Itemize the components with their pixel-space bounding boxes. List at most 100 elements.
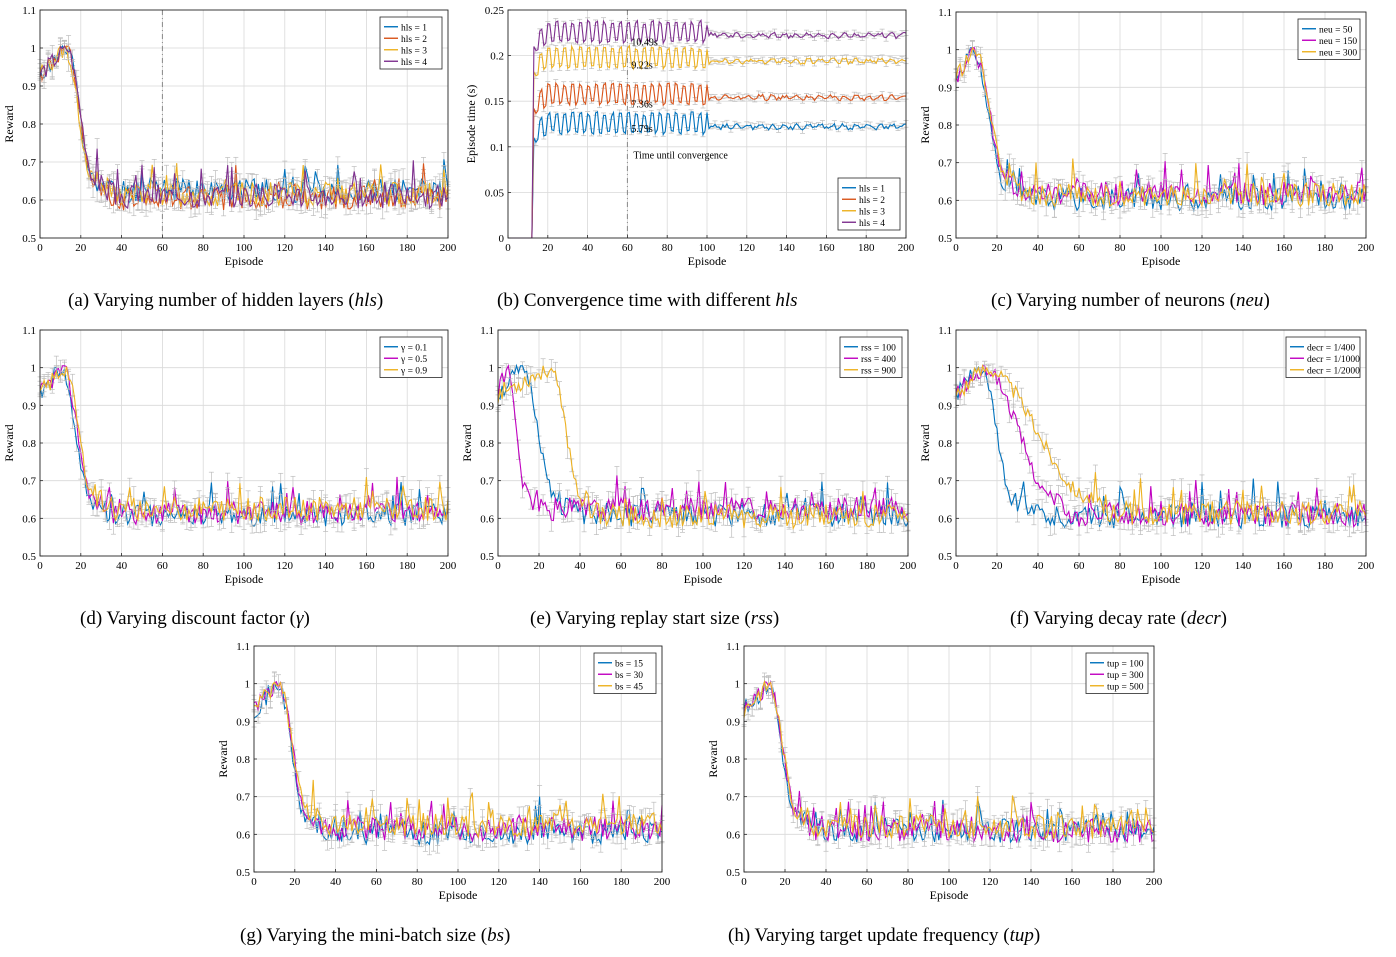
y-tick-label: 0.9 xyxy=(938,82,952,94)
x-tick-label: 140 xyxy=(778,242,795,254)
x-tick-label: 100 xyxy=(236,560,253,572)
y-tick-label: 1.1 xyxy=(22,5,36,17)
legend-label: hls = 1 xyxy=(859,184,885,194)
y-axis-label: Episode time (s) xyxy=(464,85,478,164)
y-tick-label: 0.7 xyxy=(22,476,36,488)
annotation: 7.36s xyxy=(631,100,653,111)
x-tick-label: 0 xyxy=(37,242,43,254)
y-tick-label: 0.9 xyxy=(22,81,36,93)
x-tick-label: 200 xyxy=(898,242,915,254)
x-tick-label: 160 xyxy=(818,242,835,254)
y-tick-label: 1 xyxy=(31,363,37,375)
x-tick-label: 200 xyxy=(1358,242,1375,254)
x-tick-label: 60 xyxy=(1074,242,1086,254)
y-tick-label: 0.15 xyxy=(485,96,505,108)
legend-label: hls = 4 xyxy=(859,219,885,229)
y-tick-label: 0.8 xyxy=(22,119,36,131)
legend-label: neu = 50 xyxy=(1319,25,1353,35)
annotation: 5.79s xyxy=(631,124,653,135)
y-axis-label: Reward xyxy=(2,105,16,142)
x-tick-label: 60 xyxy=(157,560,169,572)
x-axis-label: Episode xyxy=(225,572,264,586)
x-tick-label: 200 xyxy=(440,242,457,254)
legend-label: γ = 0.1 xyxy=(400,343,427,353)
legend-label: hls = 3 xyxy=(859,207,885,217)
error-bars-1 xyxy=(533,109,908,145)
x-tick-label: 60 xyxy=(157,242,169,254)
x-tick-label: 80 xyxy=(662,242,674,254)
x-tick-label: 180 xyxy=(399,560,416,572)
x-tick-label: 100 xyxy=(1153,242,1170,254)
annotation: Time until convergence xyxy=(633,151,728,162)
x-tick-label: 60 xyxy=(622,242,634,254)
x-tick-label: 80 xyxy=(198,560,210,572)
y-tick-label: 0 xyxy=(499,233,505,245)
x-tick-label: 180 xyxy=(858,242,875,254)
y-tick-label: 1 xyxy=(947,45,953,57)
x-tick-label: 200 xyxy=(440,560,457,572)
x-axis-label: Episode xyxy=(225,254,264,268)
x-tick-label: 100 xyxy=(236,242,253,254)
x-tick-label: 80 xyxy=(1115,242,1127,254)
y-tick-label: 1.1 xyxy=(938,7,952,19)
legend-label: γ = 0.9 xyxy=(400,366,427,376)
y-tick-label: 0.1 xyxy=(490,142,504,154)
y-tick-label: 0.5 xyxy=(22,233,36,245)
x-tick-label: 20 xyxy=(75,560,87,572)
x-tick-label: 0 xyxy=(37,560,43,572)
x-tick-label: 120 xyxy=(277,560,294,572)
annotation: 9.22s xyxy=(631,60,653,71)
y-tick-label: 0.7 xyxy=(22,157,36,169)
x-tick-label: 0 xyxy=(953,242,959,254)
x-tick-label: 20 xyxy=(542,242,554,254)
x-tick-label: 80 xyxy=(198,242,210,254)
legend-label: hls = 4 xyxy=(401,58,427,68)
x-tick-label: 180 xyxy=(399,242,416,254)
x-tick-label: 100 xyxy=(699,242,716,254)
x-tick-label: 20 xyxy=(75,242,87,254)
x-axis-label: Episode xyxy=(688,254,727,268)
y-axis-label: Reward xyxy=(2,424,16,461)
y-tick-label: 1 xyxy=(31,43,37,55)
x-axis-label: Episode xyxy=(1142,254,1181,268)
x-tick-label: 140 xyxy=(1235,242,1252,254)
y-tick-label: 0.2 xyxy=(490,51,504,63)
legend-label: hls = 3 xyxy=(401,46,427,56)
x-tick-label: 160 xyxy=(358,242,375,254)
x-tick-label: 20 xyxy=(992,242,1004,254)
x-tick-label: 120 xyxy=(1194,242,1211,254)
y-tick-label: 0.8 xyxy=(22,438,36,450)
y-tick-label: 1.1 xyxy=(22,325,36,337)
annotation: 10.49s xyxy=(631,38,658,49)
y-tick-label: 0.8 xyxy=(938,120,952,132)
y-axis-label: Reward xyxy=(918,106,932,143)
y-tick-label: 0.6 xyxy=(22,513,36,525)
y-tick-label: 0.25 xyxy=(485,5,505,17)
x-tick-label: 140 xyxy=(317,560,334,572)
legend-label: neu = 300 xyxy=(1319,48,1357,58)
legend-label: hls = 1 xyxy=(401,23,427,33)
x-tick-label: 0 xyxy=(505,242,511,254)
y-tick-label: 0.05 xyxy=(485,187,505,199)
y-tick-label: 0.6 xyxy=(22,195,36,207)
legend-label: neu = 150 xyxy=(1319,37,1357,47)
x-tick-label: 40 xyxy=(116,560,128,572)
x-tick-label: 160 xyxy=(358,560,375,572)
y-tick-label: 0.6 xyxy=(938,195,952,207)
legend: γ = 0.1γ = 0.5γ = 0.9 xyxy=(380,337,442,378)
y-tick-label: 0.5 xyxy=(22,551,36,563)
y-tick-label: 0.5 xyxy=(938,233,952,245)
error-bars-2 xyxy=(533,80,908,117)
x-tick-label: 180 xyxy=(1317,242,1334,254)
x-tick-label: 40 xyxy=(116,242,128,254)
y-tick-label: 0.7 xyxy=(938,158,952,170)
x-tick-label: 160 xyxy=(1276,242,1293,254)
